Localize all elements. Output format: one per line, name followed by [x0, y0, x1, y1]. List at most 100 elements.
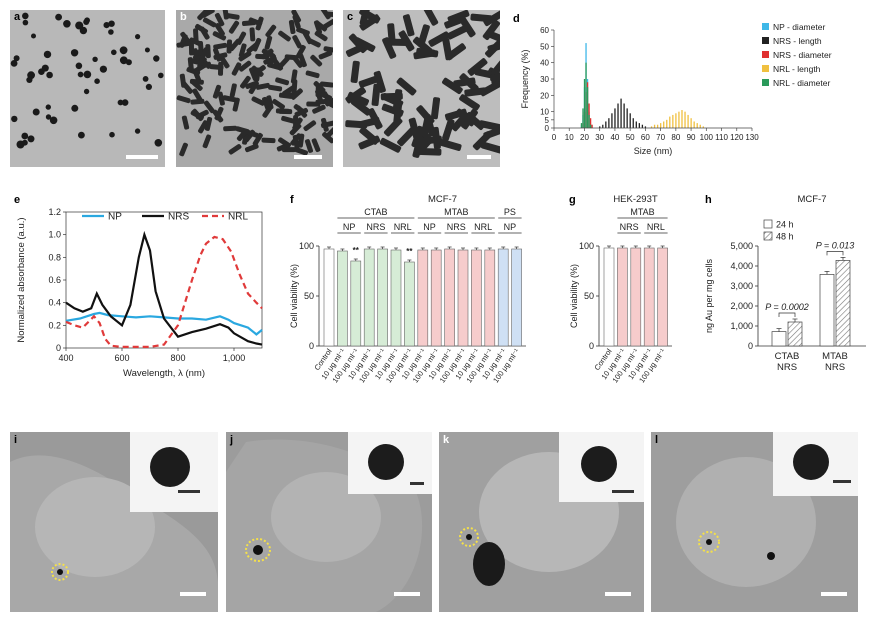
significance-bracket [826, 251, 844, 256]
nanoparticle [32, 108, 40, 116]
y-tick-label: 40 [540, 59, 549, 68]
nanorod [345, 120, 368, 129]
panel-label-l: l [655, 434, 659, 446]
nanoparticle [63, 20, 71, 28]
y-axis-label: ng Au per mg cells [704, 258, 714, 333]
nanoparticle [83, 70, 92, 79]
nanorod [212, 31, 227, 41]
nanorod [381, 103, 404, 117]
nanorod [455, 108, 476, 127]
x-tick-label: 20 [580, 133, 589, 142]
nanoparticle [49, 116, 58, 125]
nanoparticle [45, 114, 52, 120]
nanoparticle [71, 104, 79, 112]
nanorod [320, 120, 333, 128]
nanorod [213, 42, 228, 50]
nanoparticle [75, 21, 84, 30]
nanoparticle [31, 33, 36, 39]
nanorod [198, 120, 208, 134]
nanorod [219, 55, 230, 69]
viability-bar [603, 247, 615, 347]
significance-mark: ** [353, 246, 360, 255]
spectrum-line [65, 235, 263, 348]
viability-bar [404, 261, 415, 347]
nanorod [226, 39, 233, 54]
nanorod [315, 83, 321, 98]
y-tick-label: 0.8 [48, 252, 61, 262]
histogram-bar [629, 113, 631, 128]
nanorod [294, 107, 309, 117]
histogram-bar [660, 123, 662, 128]
nanorod [292, 35, 302, 49]
nanorod [238, 51, 252, 62]
y-axis-label: Cell viability (%) [289, 264, 299, 328]
scale-bar [394, 592, 420, 596]
nanoparticle [83, 19, 90, 25]
nanoparticle [108, 29, 114, 35]
nanorod [353, 37, 376, 53]
nanorod [214, 106, 224, 121]
legend-label: 48 h [776, 232, 794, 242]
nanorod [232, 97, 240, 112]
nanorod [192, 88, 203, 102]
x-tick-label: 10 [565, 133, 574, 142]
legend-swatch [763, 219, 773, 229]
histogram-bar [608, 118, 610, 128]
nanorod [222, 95, 237, 103]
y-tick-label: 0.4 [48, 298, 61, 308]
histogram-bar [589, 118, 592, 128]
nanorod [350, 60, 360, 84]
scale-bar [467, 155, 491, 159]
panel-label-e: e [14, 194, 21, 206]
nanorod [272, 98, 285, 110]
nanorod [446, 24, 469, 40]
panel-label-b: b [180, 11, 187, 23]
nanorod [278, 56, 290, 69]
nanorod [213, 52, 228, 60]
nanorod [467, 58, 488, 76]
nanorod [318, 50, 333, 60]
group-label: PS [504, 207, 516, 217]
histogram-bar [585, 62, 587, 128]
nanorod [212, 84, 222, 99]
nanorod [447, 10, 470, 24]
histogram-bar [696, 123, 698, 128]
histogram-bar [589, 124, 592, 128]
uptake-bar [835, 260, 851, 347]
histogram-bar [614, 108, 616, 128]
nanoparticle [135, 34, 141, 40]
viability-bar [471, 249, 482, 347]
histogram-bar [626, 108, 628, 128]
nanorod [290, 88, 303, 100]
micrograph-l-image [651, 432, 858, 612]
micrograph-c-image [343, 10, 500, 167]
nanorod [412, 135, 424, 158]
histogram-bar [669, 116, 671, 128]
nanoparticle [79, 26, 88, 35]
uptake-bar [771, 331, 787, 347]
nanorod [431, 126, 441, 150]
nanoparticle [144, 47, 150, 53]
x-tick-label: 80 [671, 133, 680, 142]
viability-bar [617, 247, 628, 347]
x-tick-label: 60 [641, 133, 650, 142]
group-label: NRL [394, 222, 412, 232]
scale-bar [821, 592, 847, 596]
nanorod [445, 43, 466, 61]
group-label: NP [423, 222, 436, 232]
nanoparticle [121, 99, 129, 106]
nanorod [439, 139, 462, 151]
micrograph-a-image [10, 10, 165, 167]
legend-label: NRS [168, 212, 189, 223]
nanoparticle [46, 71, 53, 79]
nanorod [294, 147, 308, 156]
nanorod [214, 12, 225, 27]
nanorod [251, 96, 265, 106]
y-tick-label: 100 [299, 241, 314, 251]
scale-bar [180, 592, 206, 596]
nanorod [275, 108, 290, 114]
uptake-bar [787, 321, 803, 347]
x-tick-label: 110 [715, 133, 728, 142]
y-tick-label: 0.2 [48, 320, 61, 330]
